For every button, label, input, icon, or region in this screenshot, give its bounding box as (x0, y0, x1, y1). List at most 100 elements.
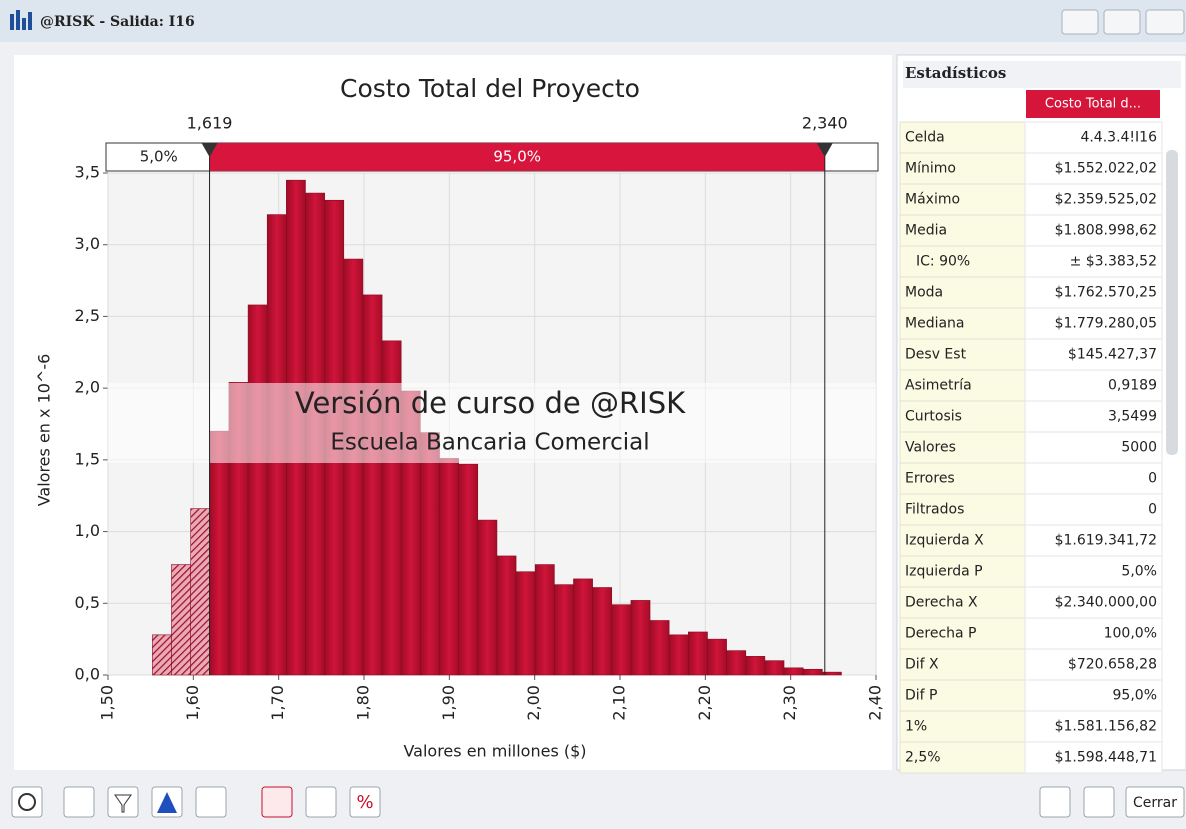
close-button[interactable] (1125, 786, 1185, 818)
stats-value: 3,5499 (1108, 409, 1157, 425)
chart-title: Costo Total del Proyecto (340, 74, 640, 103)
y-tick-label: 0,5 (75, 593, 100, 612)
fit-button[interactable] (63, 786, 95, 818)
stats-label: Asimetría (905, 378, 972, 394)
bar (458, 463, 479, 676)
stats-value: 0 (1148, 471, 1157, 487)
stats-value-cell (1024, 400, 1163, 433)
bar (726, 650, 747, 676)
bar (592, 587, 613, 676)
stats-label-cell (899, 245, 1026, 278)
toolbar: % Cerrar (11, 786, 1185, 818)
minimize-button[interactable] (1061, 9, 1099, 35)
stats-label: 2,5% (905, 750, 941, 766)
help-icon (18, 793, 36, 811)
bar (209, 430, 230, 676)
bar (439, 458, 459, 676)
stats-label-cell (899, 307, 1026, 340)
y-axis-label: Valores en x 10^-6 (35, 354, 54, 507)
stats-label-cell (899, 400, 1026, 433)
bar (496, 555, 517, 676)
watermark: Versión de curso de @RISK (295, 386, 686, 420)
x-tick-label: 2,20 (695, 685, 714, 721)
stats-value: $1.808.998,62 (1055, 223, 1157, 239)
x-tick-label: 1,70 (268, 685, 287, 721)
percent-button[interactable] (349, 786, 381, 818)
settings-button[interactable] (195, 786, 227, 818)
stats-value-cell (1024, 617, 1163, 650)
export-button[interactable] (1083, 786, 1115, 818)
stats-label: Dif X (905, 657, 939, 673)
stats-label: Derecha X (905, 595, 978, 611)
stats-value: $720.658,28 (1068, 657, 1157, 673)
tornado-button[interactable] (305, 786, 337, 818)
stats-value: 100,0% (1104, 626, 1157, 642)
stats-label: Media (905, 223, 947, 239)
bar (573, 578, 593, 676)
delimiter-band (209, 143, 825, 171)
y-tick-label: 1,5 (75, 449, 100, 468)
bar (611, 604, 632, 676)
stats-label-cell (899, 741, 1026, 774)
stats-label: Derecha P (905, 626, 977, 642)
percent-icon: % (356, 792, 373, 813)
stats-label-cell (899, 586, 1026, 619)
window-title: @RISK - Salida: I16 (40, 14, 195, 30)
x-tick-label: 1,90 (439, 685, 458, 721)
x-tick-label: 2,00 (524, 685, 543, 721)
bar (190, 508, 211, 676)
stats-value-cell (1024, 121, 1163, 154)
bar (171, 564, 191, 676)
bar (534, 564, 555, 676)
x-tick-label: 2,40 (866, 685, 885, 721)
histogram-button[interactable] (261, 786, 293, 818)
stats-value-cell (1024, 524, 1163, 557)
stats-label-cell (899, 524, 1026, 557)
stats-label-cell (899, 462, 1026, 495)
stats-value-cell (1024, 741, 1163, 774)
bar (822, 671, 842, 676)
y-tick-label: 0,0 (75, 665, 100, 684)
overlay-icon (157, 792, 177, 813)
stats-value: 0,9189 (1108, 378, 1157, 394)
y-tick-label: 3,5 (75, 163, 100, 182)
report-button[interactable] (1039, 786, 1071, 818)
stats-value-cell (1024, 493, 1163, 526)
bar (420, 432, 440, 676)
bar (362, 294, 383, 676)
stats-value: 5,0% (1121, 564, 1157, 580)
stats-value-cell (1024, 214, 1163, 247)
stats-value: $1.762.570,25 (1055, 285, 1157, 301)
bar (515, 571, 536, 676)
maximize-button[interactable] (1103, 9, 1141, 35)
stats-label: Máximo (905, 192, 960, 208)
stats-value: $1.581.156,82 (1055, 719, 1157, 735)
stats-column-header: Costo Total d... (1045, 97, 1141, 112)
x-tick-label: 2,10 (610, 685, 629, 721)
help-button[interactable] (11, 786, 43, 818)
close-window-button[interactable] (1145, 9, 1185, 35)
filter-icon (114, 794, 132, 813)
stats-label-cell (899, 152, 1026, 185)
stats-value-cell (1024, 648, 1163, 681)
bar (477, 519, 498, 676)
watermark: Escuela Bancaria Comercial (330, 430, 649, 456)
stats-label: Desv Est (905, 347, 967, 363)
delimiter-label: 1,619 (187, 114, 233, 133)
y-tick-label: 2,5 (75, 306, 100, 325)
stats-header-bg (903, 61, 1181, 88)
bar (707, 638, 727, 676)
y-tick-label: 3,0 (75, 234, 100, 253)
bar (152, 634, 172, 676)
delimiter-label: 2,340 (802, 114, 848, 133)
x-tick-label: 1,50 (98, 685, 117, 721)
delimiter-marker (816, 143, 833, 157)
stats-value: $1.552.022,02 (1055, 161, 1157, 177)
stats-label: Moda (905, 285, 943, 301)
y-tick-label: 1,0 (75, 521, 100, 540)
stats-label-cell (899, 617, 1026, 650)
scrollbar[interactable] (1166, 150, 1178, 455)
stats-value-cell (1024, 555, 1163, 588)
